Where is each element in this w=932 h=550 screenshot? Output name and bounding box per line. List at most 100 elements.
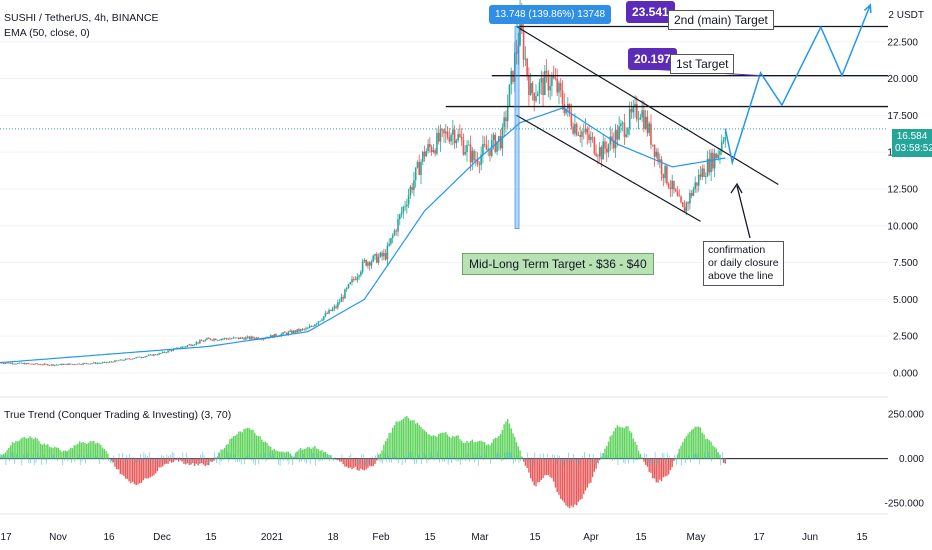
candle-body [23,363,26,365]
candle-body [508,84,511,107]
candle-body [643,110,645,129]
candle-body [193,344,196,346]
candle-body [639,117,642,120]
candle-body [232,337,235,339]
candle-body [80,364,83,366]
candle-body [637,119,640,121]
candle-body [365,259,367,266]
candle-body [77,363,79,365]
candle-body [386,245,389,260]
candle-body [699,174,702,177]
candle-body [218,339,221,341]
candle-body [273,334,275,338]
candle-body [641,110,643,118]
candle-body [291,330,293,334]
candle-body [480,154,482,165]
candle-body [301,329,304,330]
oscillator-pane [0,416,888,509]
candle-body [156,354,159,356]
candle-body [561,90,564,104]
candle-body [315,323,318,325]
time-tick-label: 18 [327,532,339,543]
time-tick-label: 15 [424,532,436,543]
candle-body [476,159,479,164]
candle-body [227,338,229,340]
candle-body [595,153,597,156]
candle-body [395,230,398,232]
time-tick-label: Mar [471,532,489,543]
candle-body [515,52,518,54]
candle-body [360,271,362,276]
candle-body [579,135,582,137]
current-price-tag: 16.584 03:58:52 [892,129,932,157]
candle-body [338,301,341,303]
target2-label[interactable]: 2nd (main) Target [668,10,774,30]
candle-body [545,70,548,73]
candle-body [215,338,217,341]
candle-body [667,183,670,188]
candle-body [674,189,677,192]
note-arrowhead [730,182,743,194]
candle-body [400,212,403,215]
candle-body [529,83,532,96]
candle-body [34,363,37,365]
candle-body [160,353,162,354]
target2-value-badge[interactable]: 23.541 [626,1,675,23]
measure-badge[interactable]: 13.748 (139.86%) 13748 [489,5,612,24]
candle-body [253,338,256,339]
candle-body [186,345,189,347]
candle-body [676,191,679,196]
candle-body [192,345,194,346]
price-tick-label: 17.500 [887,111,918,122]
candle-body [427,144,429,152]
ema-legend: EMA (50, close, 0) [4,27,90,39]
midlong-target-box[interactable]: Mid-Long Term Target - $36 - $40 [462,253,654,275]
candle-body [660,159,663,175]
candle-body [167,350,169,353]
candle-body [572,126,574,134]
candle-body [314,324,316,327]
candle-body [305,328,307,330]
candle-body [115,360,118,362]
candle-body [621,122,624,124]
target1-label[interactable]: 1st Target [670,54,735,74]
note-line3: above the line [708,270,774,282]
candle-body [154,354,157,356]
note-line2: or daily closure [708,257,779,269]
candle-body [416,161,419,168]
time-tick-label: 15 [529,532,541,543]
candle-body [653,144,656,157]
candle-body [46,364,49,366]
candle-body [123,360,125,361]
candle-body [246,336,249,338]
candle-body [464,152,467,155]
measure-zone [514,26,520,230]
candle-body [462,139,465,155]
candle-body [96,362,99,364]
candle-body [352,279,355,280]
candle-body [367,262,369,266]
candle-body [526,58,528,75]
candle-body [223,338,226,339]
confirmation-note[interactable]: confirmation or daily closure above the … [703,241,784,286]
axis-unit: 2 USDT [888,10,924,21]
candle-body [331,308,334,311]
candle-body [659,159,661,163]
candle-body [473,150,475,161]
candle-body [494,134,497,152]
candle-body [333,306,336,309]
candle-body [294,330,297,333]
candle-body [121,359,123,361]
axes-group: 22.50020.00017.50015.00012.50010.0007.50… [0,37,924,543]
candle-body [485,145,488,150]
candle-body [492,134,495,141]
target1-value-badge[interactable]: 20.197 [628,48,677,70]
candle-body [418,161,421,175]
candle-body [216,339,219,341]
candle-body [496,141,498,152]
candle-body [673,180,675,190]
candle-body [144,356,146,358]
candle-body [78,363,81,365]
candle-body [519,14,521,46]
